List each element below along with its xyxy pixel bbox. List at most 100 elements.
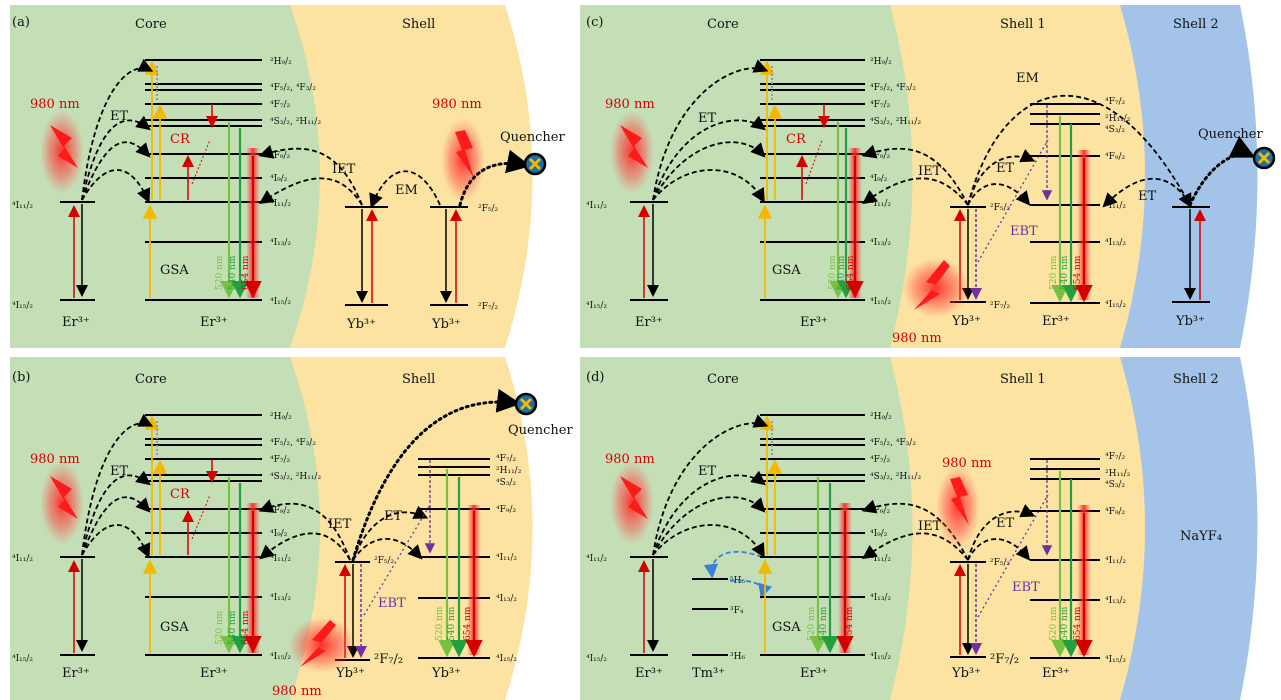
level-label: ²H₉/₂ [270,412,292,422]
level-label: ⁴I₁₃/₂ [1105,596,1126,606]
ion-label: Yb³⁺ [951,666,981,681]
lightning-icon [620,476,648,519]
emission-label: 654 nm [846,255,856,290]
ion-label: Er³⁺ [800,666,828,681]
ion-label: Er³⁺ [1042,314,1070,329]
gsa-label: GSA [772,263,801,278]
level-label: ⁴F₅/₂, ⁴F₃/₂ [870,83,916,93]
level-label: ⁴I₉/₂ [270,174,288,184]
ion-label: Er³⁺ [200,315,228,330]
emission-label: 654 nm [845,606,855,641]
emission-label: 520 nm [1049,255,1059,290]
level-label: ²F₅/₂ [990,203,1010,213]
emission-label: 540 nm [228,255,238,290]
iet-label: IET [332,162,356,177]
nayf4-label: NaYF₄ [1180,529,1222,544]
level-label: ⁴I₉/₂ [870,529,888,539]
ion-label: Yb³⁺ [335,666,365,681]
level-label: ⁴I₁₁/₂ [270,199,291,209]
ion-label: Yb³⁺ [346,317,376,332]
ebt-label: EBT [1010,224,1038,239]
level-label: ⁴F₅/₂, ⁴F₃/₂ [270,438,316,448]
ebt-label: EBT [1012,580,1040,595]
level-label: ⁴F₇/₂ [870,455,890,465]
ebt-label: EBT [378,596,406,611]
gsa-label: GSA [772,620,801,635]
lightning-icon [914,260,950,310]
level-label: ⁴I₁₅/₂ [1105,655,1126,665]
level-label: ⁴F₅/₂, ⁴F₃/₂ [870,438,916,448]
panel-b: (b) Core Shell ⁴I₁₁/₂ ⁴I₁₅/₂ Er³⁺ 980 nm… [10,357,573,700]
et-label: ET [110,109,128,124]
level-label: ²H₉/₂ [870,412,892,422]
gsa-label: GSA [160,263,189,278]
level-label: ⁴F₇/₂ [870,100,890,110]
emission-label: 540 nm [1060,255,1070,290]
level-label: ⁴I₁₅/₂ [12,301,33,311]
emission-label: 654 nm [463,606,473,641]
level-label: ⁴I₁₁/₂ [586,201,607,211]
emission-label: 520 nm [807,606,817,641]
region-core-label: Core [707,17,739,32]
emission-label: 520 nm [1049,606,1059,641]
pump-label: 980 nm [605,97,655,112]
region-shell-label: Shell [402,372,435,387]
level-label: ⁴I₉/₂ [270,529,288,539]
emission-label: 540 nm [447,606,457,641]
lightning-icon [950,477,969,525]
emission-label: 540 nm [228,610,238,645]
level-label: ⁴F₉/₂ [270,151,290,161]
level-label: ²H₁₁/₂ [1105,469,1131,479]
level-label: ⁴I₁₁/₂ [12,201,33,211]
et-label: ET [110,464,128,479]
level-label: ⁴F₉/₂ [870,151,890,161]
level-label: ⁴I₁₅/₂ [12,654,33,664]
panel-d: (d) Core Shell 1 Shell 2 NaYF₄ ⁴I₁₁/₂ ⁴I… [580,357,1258,700]
level-label: ⁴I₁₃/₂ [270,593,291,603]
level-label: ⁴I₁₃/₂ [496,594,517,604]
gsa-label: GSA [160,620,189,635]
level-label: ⁴F₇/₂ [1105,452,1125,462]
panel-tag: (a) [12,15,30,30]
cr-label: CR [170,487,191,502]
panel-c: (c) Core Shell 1 Shell 2 ⁴I₁₁/₂ ⁴I₁₅/₂ E… [580,5,1276,348]
region-shell-label: Shell [402,17,435,32]
level-label: ²F₅/₂ [478,204,498,214]
lightning-icon [300,620,336,667]
level-label: ⁴F₉/₂ [870,506,890,516]
level-label: ²H₁₁/₂ [496,466,522,476]
pump-label: 980 nm [30,97,80,112]
level-label: ⁴I₁₃/₂ [870,593,891,603]
ion-label: Er³⁺ [635,315,663,330]
level-label: ⁴F₉/₂ [496,505,516,515]
level-label: ²F₇/₂ [990,652,1019,667]
iet-label: IET [918,164,942,179]
quencher-label: Quencher [1198,127,1263,142]
level-label: ²F₇/₂ [478,302,498,312]
ion-label: Yb³⁺ [431,666,461,681]
ion-label: Er³⁺ [62,666,90,681]
et-label: ET [1138,189,1156,204]
level-label: ⁴S₃/₂ [1105,125,1125,135]
em-label: EM [395,183,418,198]
shell-region [240,5,533,348]
emission-label: 520 nm [215,255,225,290]
level-label: ⁴F₉/₂ [1105,507,1125,517]
level-label: ²F₇/₂ [374,652,403,667]
level-label: ⁴I₁₁/₂ [870,554,891,564]
ion-label: Tm³⁺ [692,666,725,681]
emission-label: 654 nm [241,610,251,645]
emission-label: 540 nm [819,606,829,641]
pump-label: 980 nm [432,97,482,112]
region-core-label: Core [707,372,739,387]
level-label: ³H₆ [730,652,745,662]
region-core-label: Core [135,17,167,32]
et-label: ET [698,111,716,126]
level-label: ⁵H₅ [730,576,745,586]
emission-label: 540 nm [1060,606,1070,641]
level-label: ⁴I₉/₂ [870,174,888,184]
region-shell2-label: Shell 2 [1173,17,1219,32]
level-label: ⁴I₁₅/₂ [270,297,291,307]
level-label: ⁴I₁₅/₂ [496,654,517,664]
et-label: ET [996,161,1014,176]
